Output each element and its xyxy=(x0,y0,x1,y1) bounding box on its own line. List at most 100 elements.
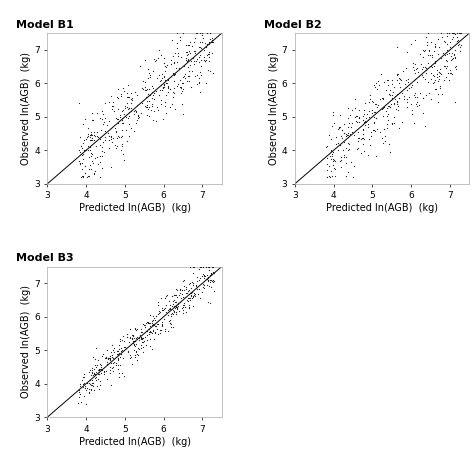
Point xyxy=(182,71,189,78)
Point xyxy=(169,301,177,308)
Point xyxy=(183,57,191,65)
Point xyxy=(139,78,146,85)
Point xyxy=(118,119,126,127)
Point xyxy=(100,148,108,156)
Point xyxy=(339,146,347,154)
Point xyxy=(204,263,211,270)
Point xyxy=(91,374,98,382)
Point xyxy=(166,85,173,92)
Point xyxy=(177,89,184,97)
Point xyxy=(202,79,210,87)
Point xyxy=(204,66,212,73)
Point xyxy=(204,277,212,285)
Point xyxy=(162,67,169,75)
Point xyxy=(396,83,404,91)
Point xyxy=(176,76,184,83)
Point xyxy=(162,63,170,71)
Point xyxy=(107,348,114,356)
Point xyxy=(154,320,162,328)
Point xyxy=(159,306,167,314)
Point xyxy=(90,371,97,379)
Point xyxy=(83,379,91,387)
Point xyxy=(371,83,379,91)
Point xyxy=(367,128,374,136)
Point xyxy=(328,155,335,163)
Point xyxy=(160,315,167,322)
Point xyxy=(337,153,345,161)
Point xyxy=(148,103,156,110)
Point xyxy=(205,266,213,273)
Point xyxy=(108,382,115,389)
Point xyxy=(201,273,209,280)
Point xyxy=(411,60,419,67)
Point xyxy=(432,40,439,48)
Point xyxy=(96,173,103,181)
Point xyxy=(190,38,198,46)
Point xyxy=(419,63,427,71)
Point xyxy=(99,120,107,128)
Point xyxy=(135,337,143,344)
Point xyxy=(395,79,403,87)
Y-axis label: Observed ln(AGB)  (kg): Observed ln(AGB) (kg) xyxy=(269,52,279,165)
X-axis label: Predicted ln(AGB)  (kg): Predicted ln(AGB) (kg) xyxy=(326,203,438,213)
Point xyxy=(82,400,90,408)
Point xyxy=(169,70,177,77)
Point xyxy=(428,95,435,102)
Point xyxy=(125,132,132,139)
Point xyxy=(102,354,110,362)
Point xyxy=(157,100,165,108)
Point xyxy=(434,35,441,42)
Point xyxy=(167,60,175,68)
Point xyxy=(356,118,363,126)
Point xyxy=(446,49,453,57)
Point xyxy=(146,73,154,81)
Point xyxy=(202,275,210,283)
Point xyxy=(361,118,368,126)
Point xyxy=(156,309,164,316)
Point xyxy=(180,73,188,80)
Point xyxy=(450,29,458,37)
Point xyxy=(162,76,169,84)
Point xyxy=(383,86,390,94)
Point xyxy=(161,304,168,312)
Point xyxy=(98,164,106,172)
Y-axis label: Observed ln(AGB)  (kg): Observed ln(AGB) (kg) xyxy=(21,52,31,165)
Point xyxy=(105,133,113,140)
Point xyxy=(86,366,93,374)
Point xyxy=(450,29,458,37)
Point xyxy=(164,83,172,91)
Point xyxy=(365,136,373,143)
Point xyxy=(322,143,330,151)
Point xyxy=(196,274,204,282)
Point xyxy=(185,67,192,75)
Point xyxy=(157,97,164,104)
Point xyxy=(150,95,157,102)
Point xyxy=(173,298,180,306)
Point xyxy=(106,352,113,360)
Point xyxy=(89,380,97,387)
Point xyxy=(184,72,192,80)
Point xyxy=(359,130,366,138)
Point xyxy=(201,284,208,292)
Point xyxy=(115,106,122,113)
Point xyxy=(81,169,89,177)
Point xyxy=(167,56,175,64)
Point xyxy=(160,80,168,88)
Point xyxy=(332,140,339,147)
Point xyxy=(76,161,84,168)
Point xyxy=(206,67,214,75)
Point xyxy=(154,301,162,309)
Point xyxy=(396,88,403,96)
Point xyxy=(205,50,213,57)
Point xyxy=(125,105,133,112)
Point xyxy=(114,347,122,355)
Point xyxy=(351,95,359,103)
Point xyxy=(392,92,399,100)
Point xyxy=(438,33,446,41)
Point xyxy=(370,126,377,134)
Point xyxy=(190,302,197,310)
Point xyxy=(182,48,190,56)
Point xyxy=(103,121,111,129)
Point xyxy=(366,142,374,149)
Point xyxy=(92,374,100,381)
